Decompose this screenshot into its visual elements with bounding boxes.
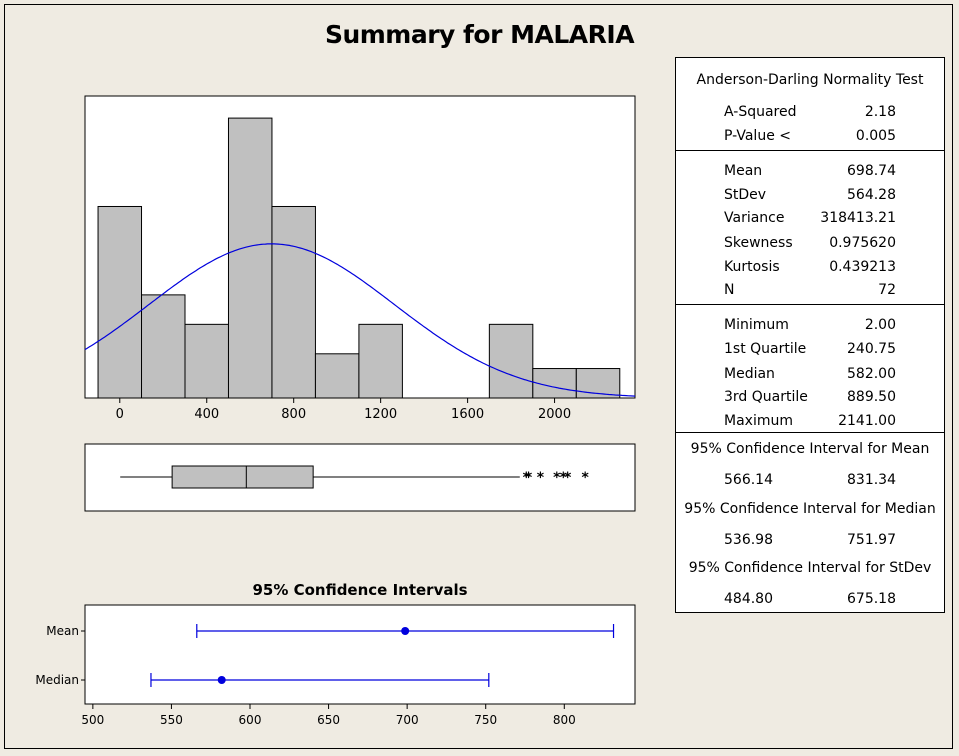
stat-label: N <box>724 282 735 298</box>
histogram-bar <box>141 294 186 399</box>
histogram-x-tick-label: 400 <box>194 407 219 422</box>
ci-median-row: 536.98 751.97 <box>676 529 944 551</box>
stat-row-a-squared: A-Squared 2.18 <box>676 101 944 123</box>
ci-stdev-heading: 95% Confidence Interval for StDev <box>688 560 932 576</box>
normal-fit-curve <box>84 243 636 397</box>
stat-label: Median <box>724 366 775 382</box>
stat-label: Maximum <box>724 413 793 429</box>
ci-x-tick-label: 700 <box>396 713 419 727</box>
ci-low: 484.80 <box>724 591 773 607</box>
histogram-x-axis: 0 400 800 1200 1600 2000 <box>116 398 571 422</box>
histogram-bar <box>227 117 273 399</box>
summary-statistics-table: Anderson-Darling Normality Test A-Square… <box>675 57 945 613</box>
boxplot-box <box>171 465 314 489</box>
stat-value: 72 <box>878 282 896 298</box>
page-title: Summary for MALARIA <box>324 20 635 49</box>
ci-category-label: Mean <box>46 624 79 638</box>
ci-x-tick-label: 550 <box>160 713 183 727</box>
ci-x-tick-label: 650 <box>317 713 340 727</box>
boxplot-outlier: * <box>523 470 531 486</box>
histogram-x-tick-label: 2000 <box>538 407 571 422</box>
stat-label: P-Value < <box>724 128 791 144</box>
divider <box>676 432 944 433</box>
histogram-bar <box>271 205 316 399</box>
histogram-bar <box>97 205 143 399</box>
ci-x-tick-label: 500 <box>81 713 104 727</box>
ci-stdev-row: 484.80 675.18 <box>676 588 944 610</box>
boxplot: ** * * ** * <box>120 465 590 489</box>
divider <box>676 304 944 305</box>
ci-estimate-point <box>217 676 226 684</box>
ci-category-label: Median <box>35 673 79 687</box>
histogram-bar <box>184 323 229 399</box>
stat-value: 0.975620 <box>829 235 896 251</box>
stat-label: Variance <box>724 210 785 226</box>
ci-panel <box>84 604 636 705</box>
stat-value: 0.439213 <box>829 259 896 275</box>
stat-value: 240.75 <box>847 341 896 357</box>
stat-label: Minimum <box>724 317 789 333</box>
ci-x-tick-label: 750 <box>474 713 497 727</box>
stat-value: 889.50 <box>847 389 896 405</box>
stat-row-maximum: Maximum 2141.00 <box>676 410 944 432</box>
stat-row-stdev: StDev 564.28 <box>676 184 944 206</box>
stat-row-skewness: Skewness 0.975620 <box>676 232 944 254</box>
stat-value: 2.00 <box>864 317 896 333</box>
stat-value: 564.28 <box>847 187 896 203</box>
boxplot-outlier: * <box>564 470 572 486</box>
boxplot-outlier: * <box>537 470 545 486</box>
boxplot-outlier: * <box>553 470 561 486</box>
ci-x-tick-label: 800 <box>553 713 576 727</box>
stat-label: Skewness <box>724 235 793 251</box>
ci-estimate-point <box>401 627 410 635</box>
stat-label: Kurtosis <box>724 259 780 275</box>
ci-high: 831.34 <box>847 472 896 488</box>
histogram-x-tick-label: 0 <box>116 407 124 422</box>
boxplot-outlier: * <box>582 470 590 486</box>
ci-low: 536.98 <box>724 532 773 548</box>
ci-high: 675.18 <box>847 591 896 607</box>
stat-value: 2.18 <box>864 104 896 120</box>
ci-x-tick-label: 600 <box>239 713 262 727</box>
stat-row-n: N 72 <box>676 279 944 301</box>
histogram-bar <box>358 323 403 399</box>
ci-high: 751.97 <box>847 532 896 548</box>
histogram-x-tick-label: 1200 <box>364 407 397 422</box>
stat-label: StDev <box>724 187 767 203</box>
stat-row-1st-quartile: 1st Quartile 240.75 <box>676 338 944 360</box>
stat-label: 1st Quartile <box>724 341 807 357</box>
boxplot-outlier: * <box>560 470 568 486</box>
stat-row-kurtosis: Kurtosis 0.439213 <box>676 256 944 278</box>
ci-median-heading: 95% Confidence Interval for Median <box>684 501 936 517</box>
stat-row-mean: Mean 698.74 <box>676 160 944 182</box>
stat-value: 0.005 <box>855 128 896 144</box>
divider <box>676 150 944 151</box>
stat-row-p-value: P-Value < 0.005 <box>676 125 944 147</box>
stat-label: Mean <box>724 163 763 179</box>
ci-mean-heading: 95% Confidence Interval for Mean <box>690 441 930 457</box>
ci-mean-row: 566.14 831.34 <box>676 469 944 491</box>
histogram-bars <box>97 117 621 399</box>
ci-plot: Mean Median 500 550 600 650 700 750 800 <box>35 624 615 727</box>
stat-label: 3rd Quartile <box>724 389 808 405</box>
stat-row-minimum: Minimum 2.00 <box>676 314 944 336</box>
stat-value: 582.00 <box>847 366 896 382</box>
stat-row-median: Median 582.00 <box>676 363 944 385</box>
stat-row-3rd-quartile: 3rd Quartile 889.50 <box>676 386 944 408</box>
ad-test-title: Anderson-Darling Normality Test <box>696 72 924 88</box>
stat-row-variance: Variance 318413.21 <box>676 207 944 229</box>
stat-value: 318413.21 <box>820 210 896 226</box>
boxplot-outlier: * <box>525 470 533 486</box>
stat-value: 698.74 <box>847 163 896 179</box>
stat-value: 2141.00 <box>838 413 896 429</box>
histogram-x-tick-label: 1600 <box>451 407 484 422</box>
stat-label: A-Squared <box>724 104 797 120</box>
ci-chart-title: 95% Confidence Intervals <box>252 581 467 599</box>
histogram-bar <box>314 353 360 399</box>
chart-frame <box>4 4 953 749</box>
ci-low: 566.14 <box>724 472 773 488</box>
histogram-bar <box>488 323 534 399</box>
histogram-x-tick-label: 800 <box>281 407 306 422</box>
